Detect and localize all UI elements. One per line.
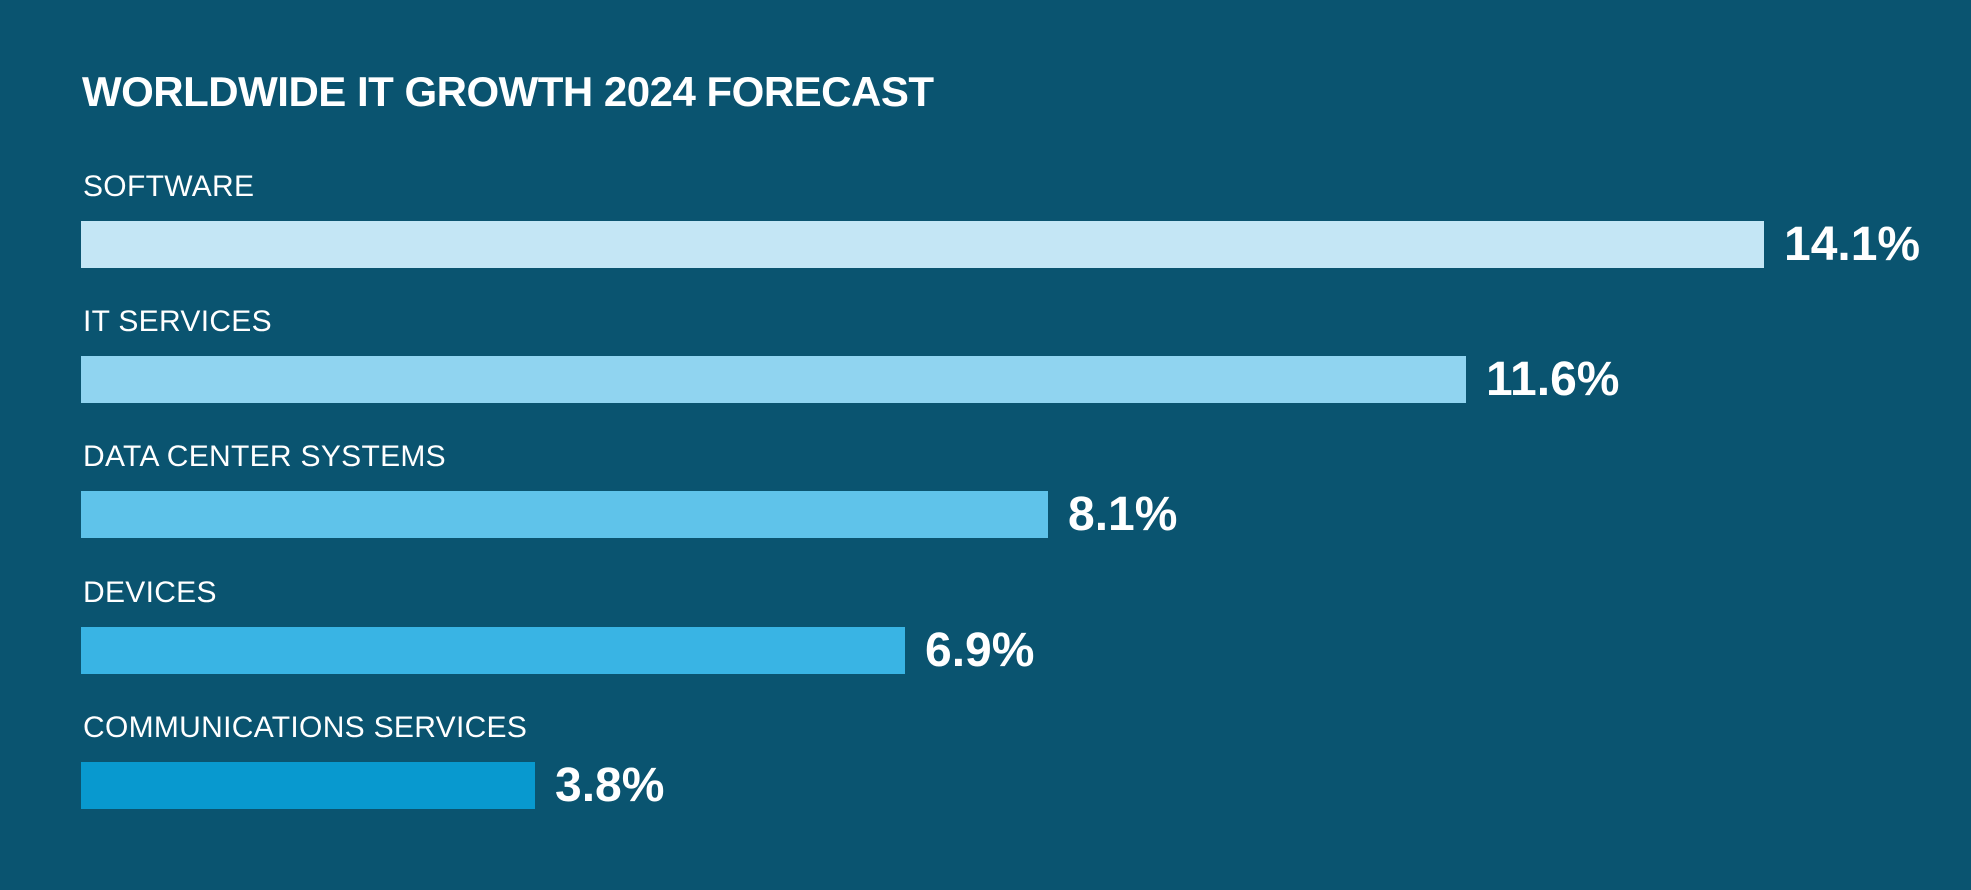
value-label: 6.9% bbox=[925, 624, 1035, 677]
value-label: 14.1% bbox=[1784, 218, 1921, 271]
bar bbox=[81, 221, 1764, 268]
bar-line: 11.6% bbox=[81, 353, 1971, 406]
bar bbox=[81, 356, 1466, 403]
bar-row: COMMUNICATIONS SERVICES 3.8% bbox=[81, 711, 1971, 812]
category-label: IT SERVICES bbox=[83, 305, 272, 338]
chart-title: WORLDWIDE IT GROWTH 2024 FORECAST bbox=[82, 68, 934, 115]
bar bbox=[81, 762, 535, 809]
bar-line: 6.9% bbox=[81, 624, 1971, 677]
bar bbox=[81, 491, 1048, 538]
category-label: DATA CENTER SYSTEMS bbox=[83, 440, 446, 473]
bar-row: DATA CENTER SYSTEMS 8.1% bbox=[81, 440, 1971, 541]
value-label: 11.6% bbox=[1486, 353, 1620, 406]
category-label: SOFTWARE bbox=[83, 170, 255, 203]
category-label: COMMUNICATIONS SERVICES bbox=[83, 711, 528, 744]
bar-row: IT SERVICES 11.6% bbox=[81, 305, 1971, 406]
value-label: 8.1% bbox=[1068, 488, 1178, 541]
value-label: 3.8% bbox=[555, 759, 665, 812]
bar-row: SOFTWARE 14.1% bbox=[81, 170, 1971, 271]
bar-line: 14.1% bbox=[81, 218, 1971, 271]
bar bbox=[81, 627, 905, 674]
bar-row: DEVICES 6.9% bbox=[81, 576, 1971, 677]
bar-line: 3.8% bbox=[81, 759, 1971, 812]
category-label: DEVICES bbox=[83, 576, 217, 609]
bar-line: 8.1% bbox=[81, 488, 1971, 541]
